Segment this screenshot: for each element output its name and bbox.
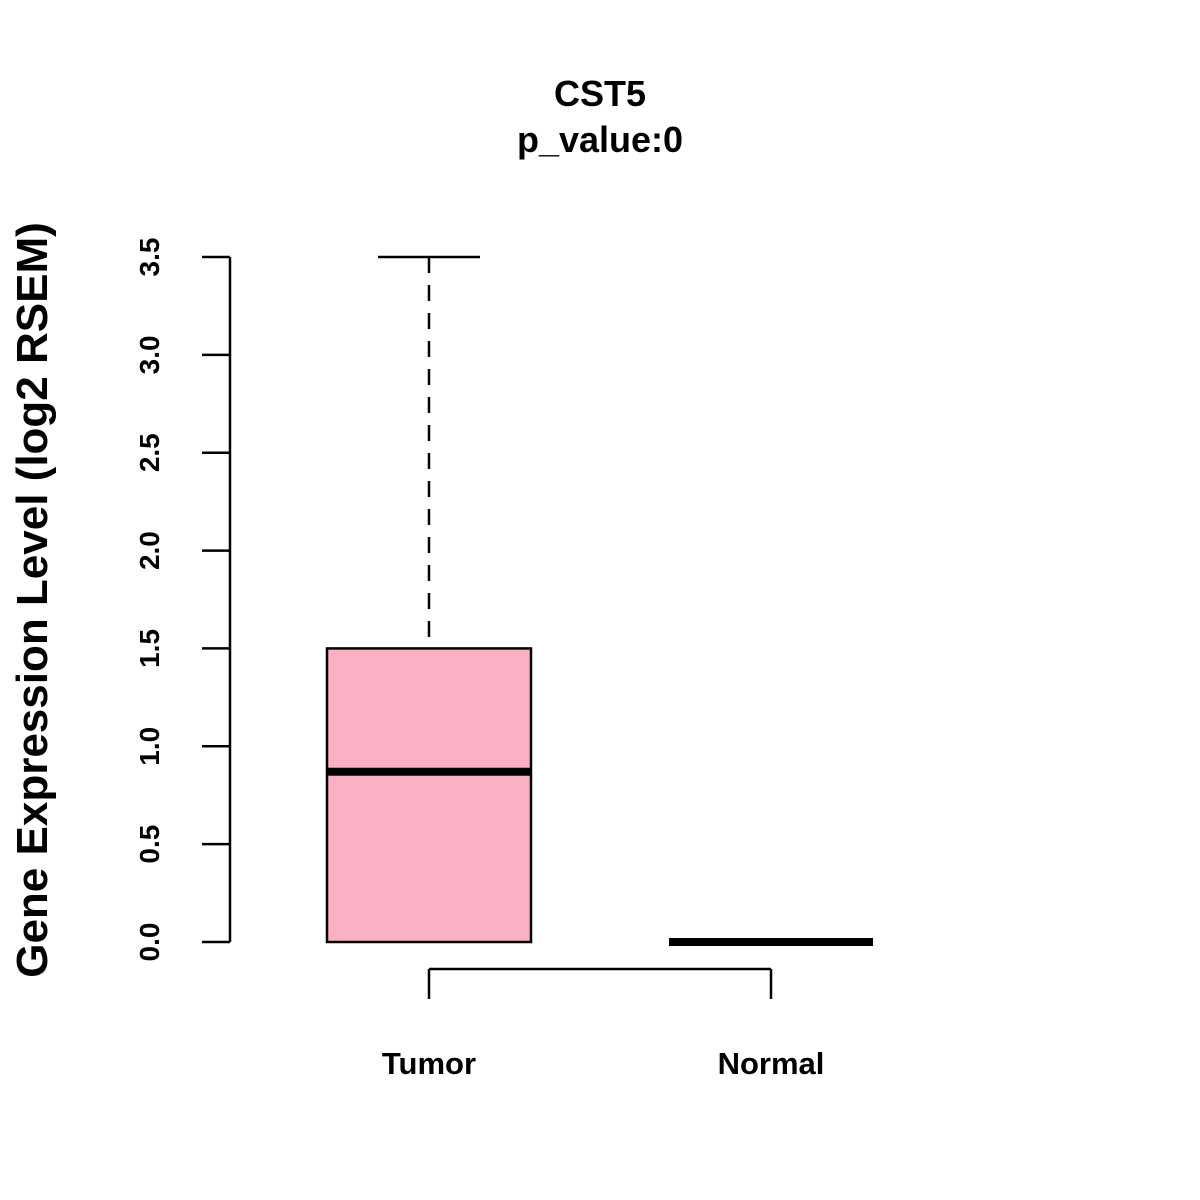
comparison-bracket xyxy=(427,967,773,999)
category-label-normal: Normal xyxy=(718,1046,825,1081)
y-tick-label: 1.0 xyxy=(134,727,165,766)
y-tick-label: 0.0 xyxy=(134,923,165,962)
y-tick-label: 1.5 xyxy=(134,629,165,668)
y-tick-label: 2.5 xyxy=(134,433,165,472)
boxes-group xyxy=(325,255,873,946)
y-axis: 0.0 0.5 1.0 1.5 2.0 2.5 3.0 3.5 xyxy=(134,238,232,962)
y-tick-label: 3.5 xyxy=(134,238,165,277)
y-axis-title: Gene Expression Level (log2 RSEM) xyxy=(8,222,57,978)
box-body xyxy=(325,647,533,944)
chart-subtitle: p_value:0 xyxy=(517,119,683,160)
category-label-tumor: Tumor xyxy=(382,1046,476,1081)
category-labels: Tumor Normal xyxy=(382,1046,824,1081)
chart-title: CST5 xyxy=(554,73,646,114)
box-tumor xyxy=(325,255,533,944)
y-tick-label: 0.5 xyxy=(134,825,165,864)
y-tick-label: 3.0 xyxy=(134,335,165,374)
y-tick-label: 2.0 xyxy=(134,531,165,570)
